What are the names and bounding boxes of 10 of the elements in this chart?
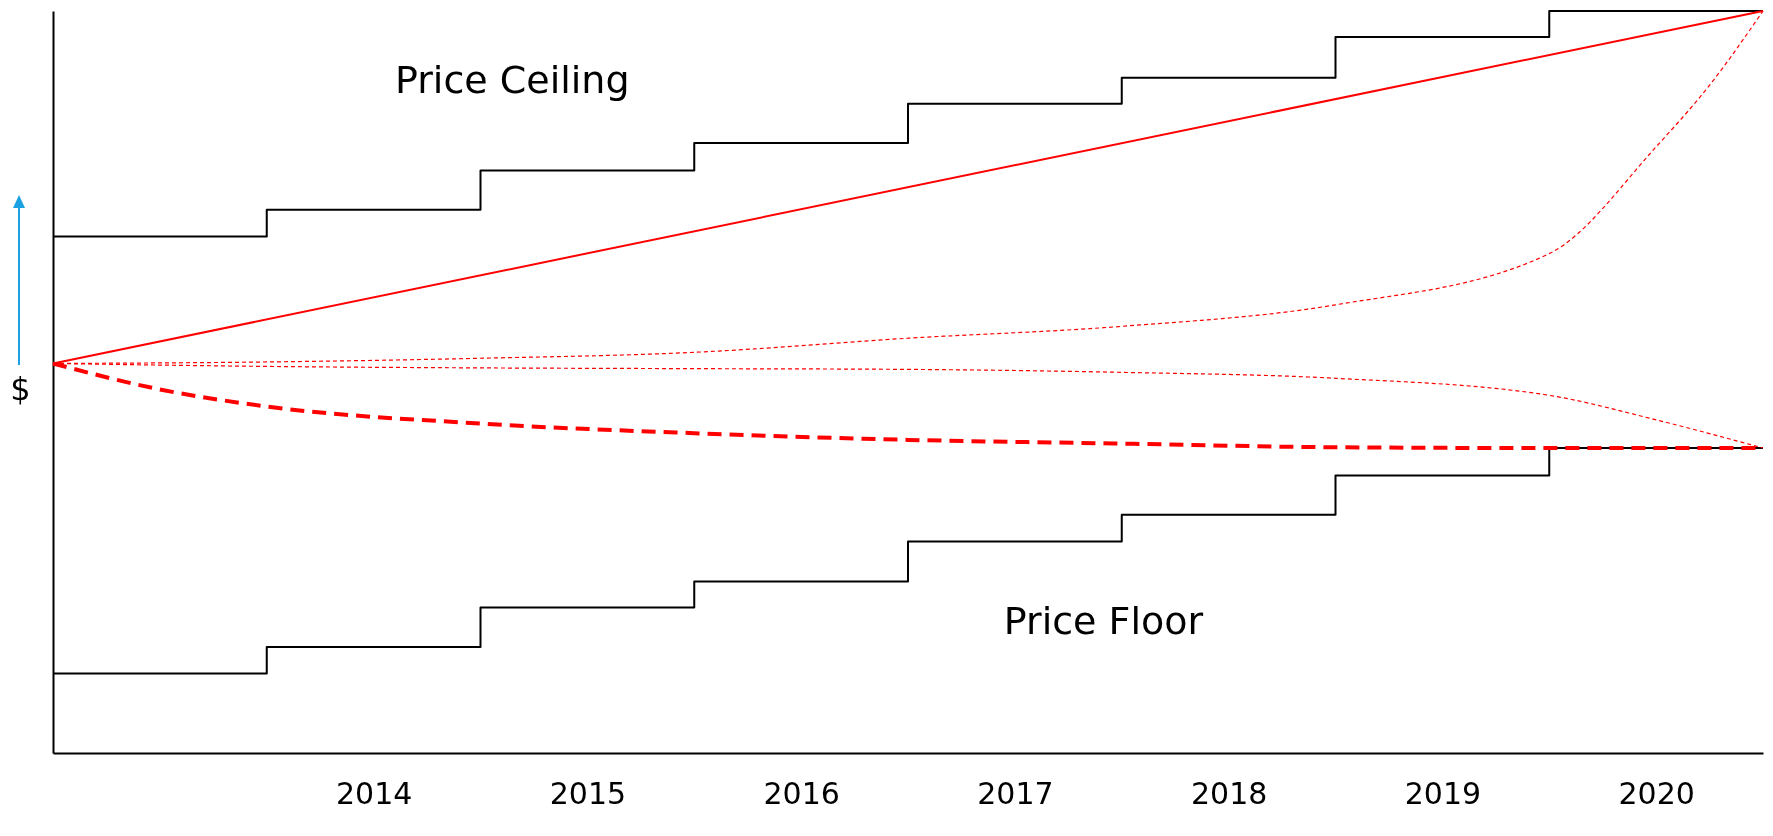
annotation: Price Ceiling bbox=[395, 58, 630, 103]
x-tick-label: 2019 bbox=[1404, 775, 1482, 811]
x-tick-label: 2020 bbox=[1618, 775, 1695, 811]
x-tick-label: 2017 bbox=[977, 775, 1054, 811]
x-tick-label: 2015 bbox=[549, 775, 627, 811]
x-tick-label: 2014 bbox=[335, 775, 413, 811]
x-tick-label: 2018 bbox=[1190, 775, 1268, 811]
x-tick-label: 2016 bbox=[763, 775, 840, 811]
annotation: Price Floor bbox=[1003, 599, 1204, 644]
y-axis-title: $ bbox=[10, 369, 31, 408]
